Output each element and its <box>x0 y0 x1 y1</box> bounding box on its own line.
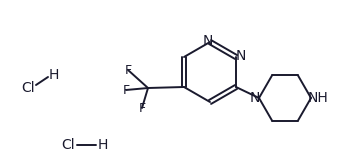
Text: Cl: Cl <box>21 81 35 95</box>
Text: N: N <box>250 91 260 105</box>
Text: F: F <box>122 83 130 97</box>
Text: NH: NH <box>308 91 328 105</box>
Text: N: N <box>236 49 246 63</box>
Text: H: H <box>98 138 108 152</box>
Text: F: F <box>125 64 132 77</box>
Text: N: N <box>203 34 213 48</box>
Text: H: H <box>49 68 59 82</box>
Text: Cl: Cl <box>61 138 75 152</box>
Text: F: F <box>139 101 145 115</box>
